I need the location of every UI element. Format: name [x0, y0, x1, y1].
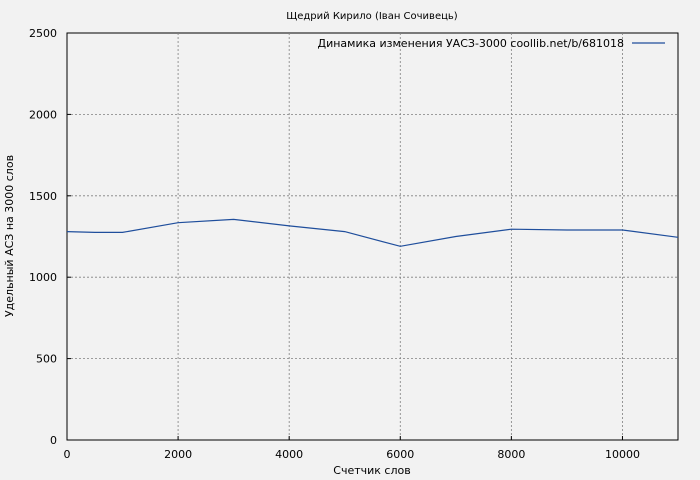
series — [66, 218, 679, 247]
legend-label: Динамика изменения УАСЗ-3000 coollib.net… — [318, 37, 625, 50]
y-axis-label: Удельный АСЗ на 3000 слов — [3, 155, 16, 317]
plot-area — [66, 32, 679, 441]
y-tick-label: 2500 — [29, 27, 57, 40]
x-tick-label: 8000 — [497, 448, 525, 461]
series-line — [66, 218, 679, 247]
x-tick-label: 6000 — [386, 448, 414, 461]
y-tick-label: 500 — [36, 353, 57, 366]
y-tick-label: 1000 — [29, 271, 57, 284]
y-tick-label: 0 — [50, 434, 57, 447]
grid — [67, 33, 678, 440]
chart-title: Щедрий Кирило (Іван Сочивець) — [286, 11, 458, 22]
y-tick-label: 2000 — [29, 108, 57, 121]
y-tick-label: 1500 — [29, 190, 57, 203]
legend: Динамика изменения УАСЗ-3000 coollib.net… — [318, 37, 665, 50]
x-tick-label: 10000 — [605, 448, 640, 461]
axis-ticks: 0 2000 4000 6000 8000 10000 0 500 1000 1500 2000 25… — [29, 27, 640, 461]
x-axis-label: Счетчик слов — [333, 464, 410, 477]
x-tick-label: 4000 — [275, 448, 303, 461]
x-tick-label: 0 — [64, 448, 71, 461]
x-tick-label: 2000 — [164, 448, 192, 461]
